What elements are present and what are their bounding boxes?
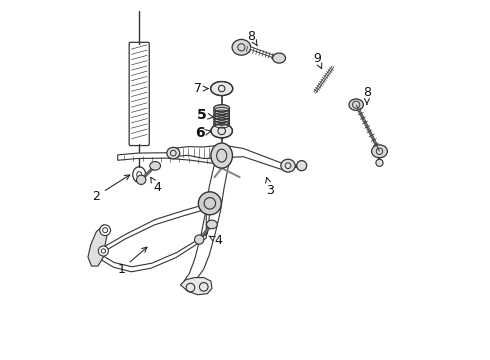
Ellipse shape bbox=[198, 192, 221, 215]
Ellipse shape bbox=[167, 147, 180, 159]
Ellipse shape bbox=[214, 105, 230, 112]
Polygon shape bbox=[101, 203, 211, 272]
Ellipse shape bbox=[214, 107, 230, 114]
Ellipse shape bbox=[195, 235, 204, 244]
Ellipse shape bbox=[211, 124, 232, 138]
Ellipse shape bbox=[98, 246, 108, 256]
Ellipse shape bbox=[214, 121, 230, 128]
Ellipse shape bbox=[211, 143, 232, 168]
Ellipse shape bbox=[281, 159, 295, 172]
Text: 2: 2 bbox=[92, 175, 130, 203]
Ellipse shape bbox=[214, 110, 230, 117]
Text: 8: 8 bbox=[247, 30, 257, 46]
Ellipse shape bbox=[232, 40, 251, 55]
Ellipse shape bbox=[371, 145, 388, 158]
Text: 7: 7 bbox=[194, 82, 208, 95]
Text: 5: 5 bbox=[197, 108, 213, 122]
Polygon shape bbox=[184, 164, 229, 281]
Ellipse shape bbox=[100, 225, 111, 235]
Text: 4: 4 bbox=[209, 234, 222, 247]
Polygon shape bbox=[88, 225, 108, 266]
Ellipse shape bbox=[349, 99, 364, 111]
Ellipse shape bbox=[211, 81, 233, 96]
Polygon shape bbox=[118, 153, 215, 163]
Text: 9: 9 bbox=[313, 51, 322, 68]
Polygon shape bbox=[180, 278, 212, 295]
Polygon shape bbox=[101, 203, 209, 253]
Ellipse shape bbox=[272, 53, 286, 63]
Text: 1: 1 bbox=[117, 247, 147, 276]
Ellipse shape bbox=[214, 116, 230, 123]
Text: 3: 3 bbox=[266, 177, 274, 197]
Ellipse shape bbox=[214, 118, 230, 125]
Ellipse shape bbox=[206, 220, 217, 229]
Text: 4: 4 bbox=[150, 177, 161, 194]
Ellipse shape bbox=[137, 175, 146, 184]
Ellipse shape bbox=[376, 159, 383, 166]
Ellipse shape bbox=[296, 161, 307, 171]
Ellipse shape bbox=[150, 162, 161, 170]
Text: 6: 6 bbox=[196, 126, 211, 140]
Ellipse shape bbox=[214, 113, 230, 120]
FancyBboxPatch shape bbox=[129, 42, 149, 145]
Text: 8: 8 bbox=[363, 86, 371, 104]
Polygon shape bbox=[173, 145, 288, 170]
